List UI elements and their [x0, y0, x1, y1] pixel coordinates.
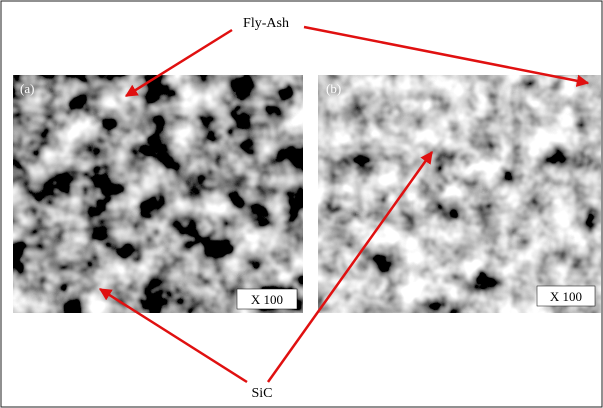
panel-label: (b) — [326, 81, 341, 96]
magnification: X 100 — [251, 292, 283, 307]
micrograph-a — [13, 75, 303, 313]
micrograph-b — [318, 75, 601, 313]
fly-ash-label: Fly-Ash — [243, 16, 289, 31]
sic-label: SiC — [251, 386, 272, 401]
panel-label: (a) — [20, 81, 34, 96]
figure: (a) (b) X 100 X 100 Fly-Ash SiC — [0, 0, 603, 408]
page: {"labels": {"fly_ash": "Fly-Ash", "sic":… — [0, 0, 603, 408]
magnification: X 100 — [550, 289, 582, 304]
